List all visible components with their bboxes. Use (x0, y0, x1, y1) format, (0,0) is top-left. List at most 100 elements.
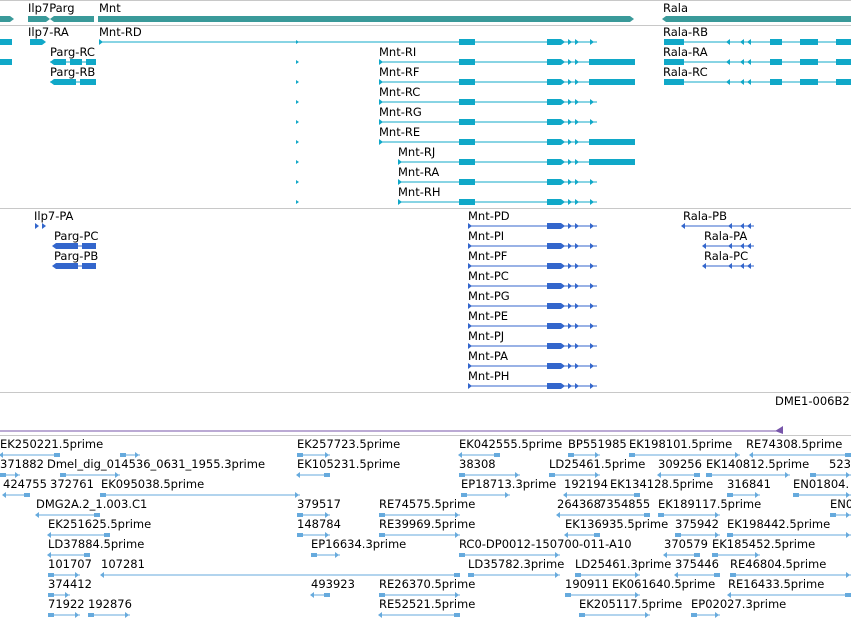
est-label[interactable]: 523 (829, 457, 851, 471)
est-glyph[interactable] (727, 592, 731, 598)
est-glyph[interactable] (60, 473, 66, 477)
est-glyph[interactable] (563, 492, 567, 498)
protein-glyph[interactable] (468, 283, 472, 289)
protein-glyph[interactable] (568, 283, 572, 289)
transcript-glyph[interactable] (547, 159, 561, 165)
transcript-glyph[interactable] (379, 79, 383, 85)
protein-label[interactable]: Ilp7-PA (34, 209, 74, 223)
protein-glyph[interactable] (728, 223, 732, 229)
transcript-glyph[interactable] (589, 159, 635, 165)
est-glyph[interactable] (691, 613, 697, 617)
est-glyph[interactable] (47, 552, 51, 558)
est-label[interactable]: EK136935.5prime (565, 517, 669, 531)
transcript-glyph[interactable] (561, 99, 565, 105)
est-glyph[interactable] (730, 573, 736, 577)
protein-glyph[interactable] (547, 243, 561, 249)
transcript-glyph[interactable] (664, 39, 684, 45)
est-label[interactable]: EK042555.5prime (459, 437, 563, 451)
est-glyph[interactable] (54, 453, 60, 457)
protein-glyph[interactable] (590, 283, 594, 289)
est-glyph[interactable] (324, 593, 330, 597)
protein-glyph[interactable] (547, 283, 561, 289)
protein-glyph[interactable] (561, 343, 565, 349)
protein-glyph[interactable] (575, 303, 579, 309)
transcript-glyph[interactable] (547, 119, 561, 125)
est-label[interactable]: EK198101.5prime (629, 437, 733, 451)
est-glyph[interactable] (88, 613, 94, 617)
transcript-glyph[interactable] (459, 99, 475, 105)
transcript-glyph[interactable] (575, 79, 579, 85)
transcript-glyph[interactable] (50, 59, 54, 65)
est-label[interactable]: 7354855 (599, 497, 651, 511)
protein-glyph[interactable] (35, 223, 39, 229)
est-glyph[interactable] (579, 613, 585, 617)
est-glyph[interactable] (47, 532, 51, 538)
est-glyph[interactable] (135, 452, 139, 458)
transcript-glyph[interactable] (568, 199, 572, 205)
est-label[interactable]: LD25461.3prime (575, 557, 672, 571)
est-glyph[interactable] (325, 532, 329, 538)
est-glyph[interactable] (555, 552, 559, 558)
transcript-glyph[interactable] (459, 79, 475, 85)
protein-glyph[interactable] (575, 263, 579, 269)
protein-glyph[interactable] (561, 303, 565, 309)
protein-label[interactable]: Rala-PC (704, 249, 749, 263)
transcript-glyph[interactable] (379, 59, 383, 65)
est-glyph[interactable] (715, 612, 719, 618)
est-glyph[interactable] (35, 512, 39, 518)
est-glyph[interactable] (455, 512, 459, 518)
est-glyph[interactable] (845, 453, 851, 457)
est-label[interactable]: EK140812.5prime (706, 457, 810, 471)
est-glyph[interactable] (595, 472, 599, 478)
est-glyph[interactable] (100, 493, 106, 497)
transcript-glyph[interactable] (70, 59, 82, 65)
transcript-label[interactable]: Rala-RB (663, 25, 709, 39)
transcript-label[interactable]: Parg-RB (50, 65, 96, 79)
transcript-glyph[interactable] (575, 159, 579, 165)
protein-glyph[interactable] (52, 263, 56, 269)
est-glyph[interactable] (555, 572, 559, 578)
transcript-glyph[interactable] (296, 80, 299, 84)
protein-glyph[interactable] (590, 343, 594, 349)
transcript-glyph[interactable] (800, 59, 818, 65)
protein-glyph[interactable] (561, 223, 565, 229)
est-glyph[interactable] (75, 572, 79, 578)
protein-glyph[interactable] (575, 363, 579, 369)
transcript-glyph[interactable] (568, 139, 572, 145)
transcript-glyph[interactable] (547, 99, 561, 105)
transcript-glyph[interactable] (86, 59, 96, 65)
protein-label[interactable]: Mnt-PG (468, 289, 510, 303)
protein-glyph[interactable] (547, 343, 561, 349)
est-glyph[interactable] (635, 572, 639, 578)
protein-glyph[interactable] (740, 243, 744, 249)
transcript-glyph[interactable] (561, 179, 565, 185)
transcript-glyph[interactable] (740, 79, 744, 85)
protein-glyph[interactable] (747, 243, 751, 249)
transcript-glyph[interactable] (747, 39, 751, 45)
est-glyph[interactable] (675, 533, 681, 537)
transcript-glyph[interactable] (770, 79, 782, 85)
est-label[interactable]: 374412 (48, 577, 92, 591)
est-glyph[interactable] (379, 593, 385, 597)
est-label[interactable]: RE39969.5prime (379, 517, 476, 531)
protein-glyph[interactable] (561, 263, 565, 269)
est-label[interactable]: 370579 (664, 537, 708, 551)
est-label[interactable]: EK257723.5prime (297, 437, 401, 451)
est-label[interactable]: 424755 (3, 477, 47, 491)
est-label[interactable]: EN0 (830, 497, 851, 511)
est-label[interactable]: EK095038.5prime (101, 477, 205, 491)
est-glyph[interactable] (846, 532, 850, 538)
est-label[interactable]: 316841 (727, 477, 771, 491)
transcript-glyph[interactable] (590, 39, 594, 45)
gene-glyph[interactable] (0, 16, 10, 22)
protein-glyph[interactable] (468, 303, 472, 309)
transcript-glyph[interactable] (296, 180, 299, 184)
protein-glyph[interactable] (740, 223, 744, 229)
transcript-glyph[interactable] (568, 159, 572, 165)
transcript-glyph[interactable] (836, 79, 851, 85)
transcript-glyph[interactable] (459, 179, 475, 185)
gene-glyph[interactable] (46, 16, 50, 22)
est-glyph[interactable] (297, 513, 303, 517)
transcript-glyph[interactable] (568, 79, 572, 85)
protein-glyph[interactable] (547, 383, 561, 389)
